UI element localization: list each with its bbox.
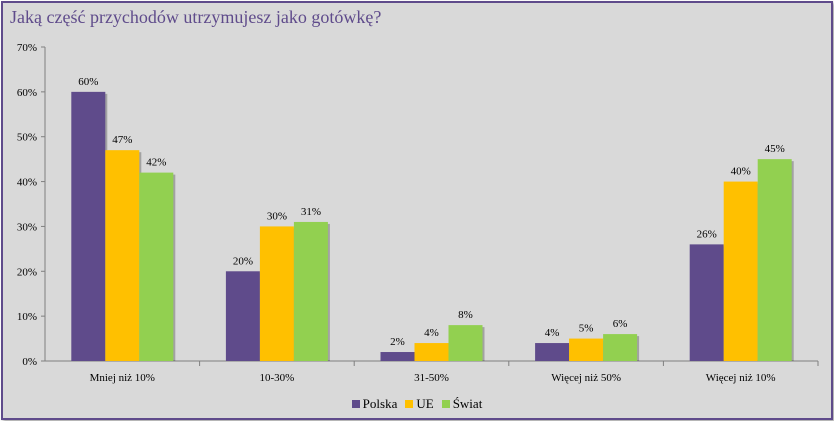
bar-polska: [380, 352, 415, 361]
bar-ue: [259, 226, 294, 361]
data-label: 42%: [146, 157, 166, 169]
y-tick-label: 10%: [17, 311, 37, 323]
bar-polska: [225, 271, 260, 361]
y-tick-label: 60%: [17, 87, 37, 99]
data-label: 2%: [390, 336, 405, 348]
legend-item: Polska: [351, 396, 398, 412]
chart-legend: Polska UE Świat: [0, 396, 834, 412]
y-tick-label: 40%: [17, 177, 37, 189]
y-tick-label: 0%: [22, 356, 37, 368]
data-label: 6%: [613, 318, 628, 330]
chart-title: Jaką część przychodów utrzymujesz jako g…: [10, 7, 382, 27]
data-label: 40%: [731, 166, 751, 178]
bar-ue: [569, 338, 604, 361]
y-tick-label: 50%: [17, 132, 37, 144]
legend-label: UE: [416, 396, 434, 411]
legend-swatch: [351, 400, 360, 408]
legend-label: Polska: [362, 396, 398, 411]
bar-ue: [105, 150, 140, 361]
x-tick-label: Więcej niż 10%: [706, 372, 776, 384]
y-tick-label: 30%: [17, 221, 37, 233]
y-tick-label: 20%: [17, 266, 37, 278]
legend-swatch: [441, 400, 450, 408]
data-label: 60%: [78, 76, 98, 88]
bar-świat: [757, 159, 792, 361]
legend-item: UE: [405, 396, 434, 412]
data-label: 31%: [301, 206, 321, 218]
data-label: 4%: [545, 327, 560, 339]
x-tick-label: Więcej niż 50%: [551, 372, 621, 384]
data-label: 30%: [267, 210, 287, 222]
bar-świat: [603, 334, 638, 361]
bar-polska: [535, 343, 570, 361]
data-label: 8%: [458, 309, 473, 321]
bar-polska: [689, 244, 724, 361]
data-label: 4%: [424, 327, 439, 339]
legend-swatch: [405, 400, 414, 408]
legend-label: Świat: [452, 396, 483, 411]
bar-ue: [414, 343, 449, 361]
bar-ue: [723, 181, 758, 361]
legend-item: Świat: [441, 396, 483, 412]
data-label: 45%: [765, 143, 785, 155]
data-label: 47%: [112, 134, 132, 146]
data-label: 5%: [579, 323, 594, 335]
bar-polska: [71, 91, 106, 361]
y-tick-label: 70%: [17, 42, 37, 54]
data-label: 26%: [697, 228, 717, 240]
x-tick-label: 10-30%: [259, 372, 294, 384]
x-tick-label: Mniej niż 10%: [90, 372, 155, 384]
data-label: 20%: [233, 255, 253, 267]
bar-świat: [293, 221, 328, 361]
bar-świat: [139, 172, 174, 361]
bar-świat: [448, 325, 483, 361]
x-tick-label: 31-50%: [414, 372, 449, 384]
